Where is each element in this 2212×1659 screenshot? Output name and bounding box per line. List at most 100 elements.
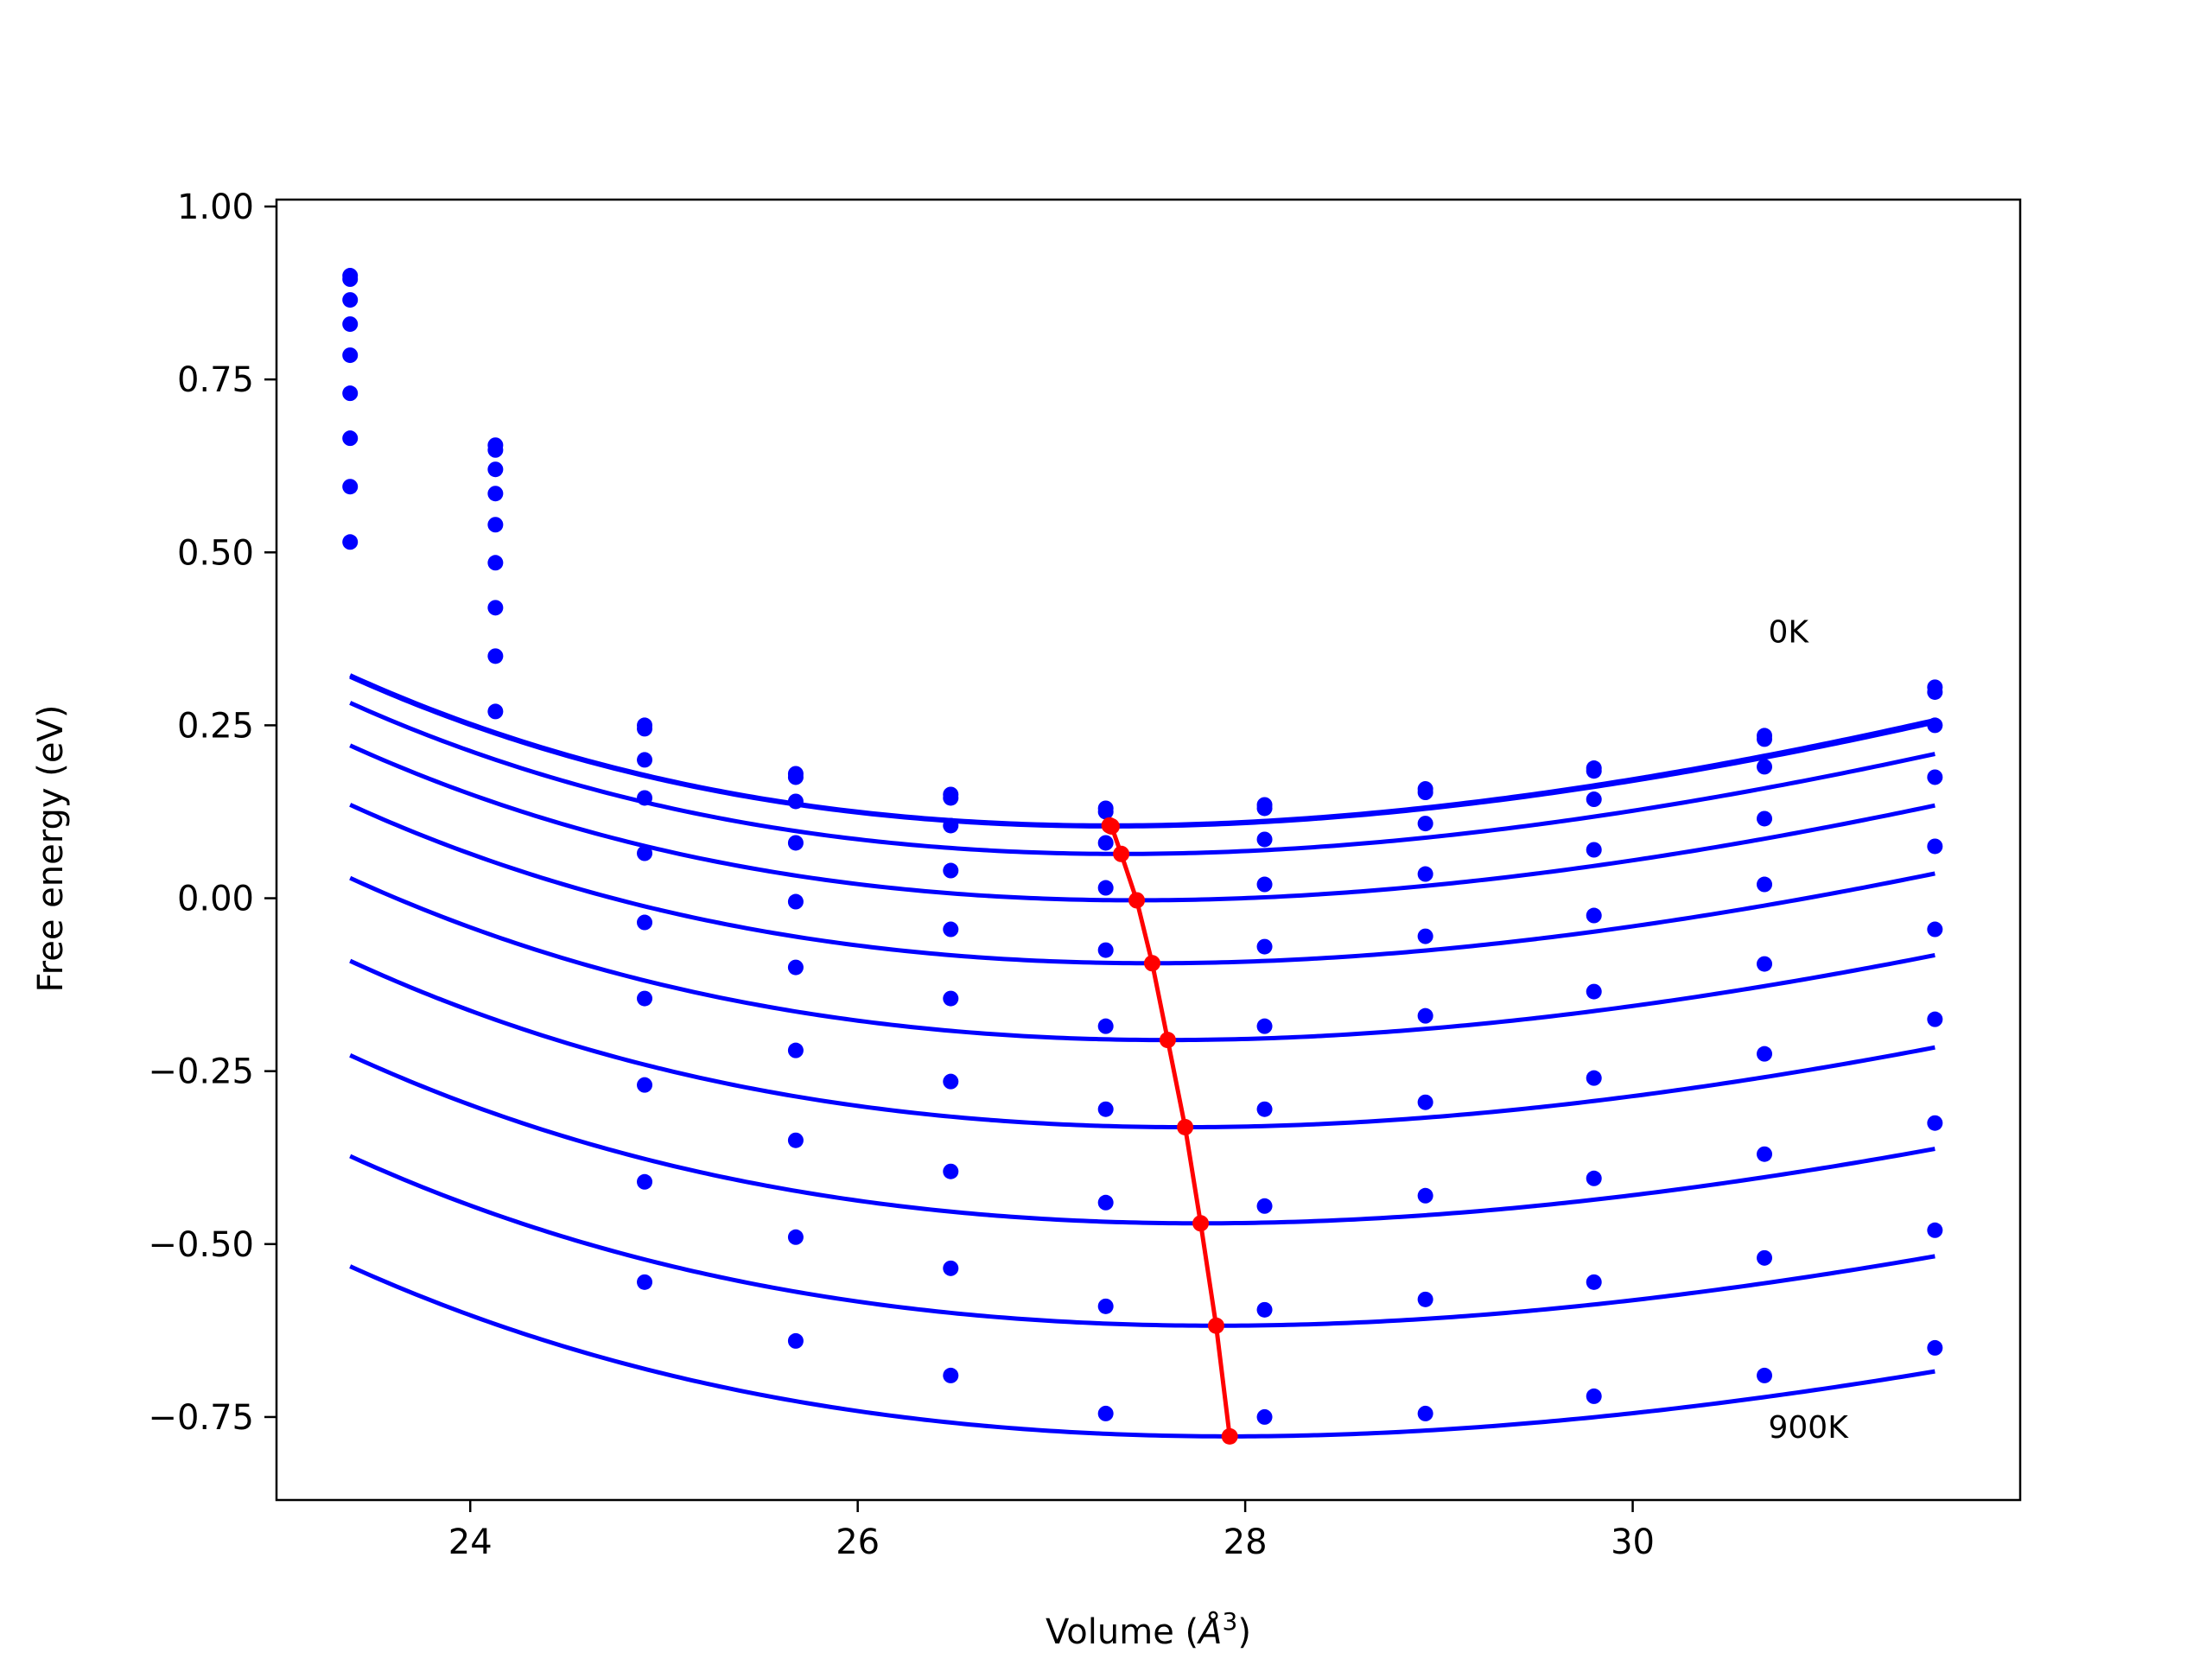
data-point: [787, 793, 804, 810]
data-point: [342, 430, 359, 447]
data-point: [1417, 785, 1433, 801]
data-point: [637, 845, 653, 861]
data-point: [1927, 717, 1943, 734]
data-point: [342, 347, 359, 364]
data-point: [1256, 938, 1273, 955]
data-point: [943, 921, 959, 938]
data-point: [943, 1163, 959, 1179]
data-point: [1927, 1115, 1943, 1131]
data-point: [787, 1229, 804, 1245]
y-axis-ticks: 1.00 0.75 0.50 0.25 0.00 −0.25 −0.50 −0.75: [148, 188, 276, 1438]
data-point: [1757, 731, 1773, 747]
data-point: [342, 292, 359, 308]
data-point: [1097, 1298, 1114, 1314]
data-point: [1417, 928, 1433, 944]
data-point: [1927, 1222, 1943, 1238]
x-tick-label: 26: [836, 1522, 880, 1562]
fit-curves: [349, 673, 1936, 1439]
data-point: [1757, 1249, 1773, 1266]
data-point: [943, 790, 959, 806]
data-point: [637, 990, 653, 1007]
data-point: [637, 1077, 653, 1093]
minimum-point: [1192, 1215, 1210, 1232]
fit-curve-8: [349, 1154, 1936, 1328]
data-point: [1256, 1101, 1273, 1117]
data-point: [1097, 835, 1114, 851]
y-tick-label: 0.50: [177, 533, 254, 573]
data-point: [1256, 800, 1273, 817]
y-tick-label: −0.25: [148, 1052, 254, 1092]
curve-label: 900K: [1769, 1410, 1850, 1446]
data-point: [1586, 1388, 1602, 1404]
y-tick-label: 0.75: [177, 360, 254, 400]
curve-label: 0K: [1769, 614, 1810, 650]
data-point: [1586, 842, 1602, 858]
minimum-point: [1103, 817, 1120, 835]
data-point: [943, 1073, 959, 1090]
data-point: [487, 461, 504, 478]
y-axis-label: Free energy (eV): [31, 705, 71, 993]
data-point: [1417, 866, 1433, 882]
data-point: [1586, 907, 1602, 924]
data-point: [487, 648, 504, 664]
data-point: [943, 817, 959, 834]
data-point: [1417, 1007, 1433, 1024]
data-point: [1757, 1146, 1773, 1162]
minimum-point: [1159, 1032, 1176, 1049]
data-point: [943, 1367, 959, 1383]
minimum-point: [1221, 1427, 1238, 1445]
data-point: [1097, 942, 1114, 958]
data-point: [1417, 1291, 1433, 1307]
data-point: [787, 1042, 804, 1058]
data-point: [1256, 1198, 1273, 1214]
data-point: [1586, 1070, 1602, 1086]
minimum-point: [1177, 1119, 1194, 1136]
data-point: [1757, 1046, 1773, 1062]
data-point: [1927, 921, 1943, 938]
data-point: [1927, 1339, 1943, 1356]
data-point: [1256, 1408, 1273, 1425]
data-point: [1256, 1301, 1273, 1318]
plot-frame: [275, 198, 2022, 1502]
data-point: [487, 517, 504, 533]
data-point: [1256, 831, 1273, 848]
data-point: [1586, 763, 1602, 779]
data-point: [1097, 1405, 1114, 1421]
data-point: [637, 1274, 653, 1290]
minimum-point: [1207, 1317, 1224, 1334]
data-point: [1927, 1011, 1943, 1027]
fit-curve-2: [349, 701, 1936, 856]
x-tick-label: 24: [448, 1522, 493, 1562]
data-point: [787, 1332, 804, 1349]
data-points: [342, 268, 1943, 1425]
minimum-point: [1143, 955, 1160, 972]
data-point: [1757, 810, 1773, 827]
data-point: [637, 752, 653, 768]
data-point: [342, 316, 359, 333]
x-tick-label: 28: [1224, 1522, 1268, 1562]
data-point: [943, 1260, 959, 1276]
data-point: [1097, 1101, 1114, 1117]
data-point: [342, 534, 359, 550]
fit-curve-6: [349, 958, 1936, 1130]
data-point: [637, 914, 653, 931]
data-point: [1097, 804, 1114, 820]
y-tick-label: 0.00: [177, 880, 254, 919]
y-tick-label: 0.25: [177, 706, 254, 746]
data-point: [487, 486, 504, 502]
minima-layer: [1101, 817, 1238, 1445]
minima-line: [1109, 823, 1232, 1437]
data-point: [1927, 838, 1943, 855]
data-point: [787, 835, 804, 851]
data-point: [1586, 983, 1602, 1000]
data-point: [487, 600, 504, 616]
data-point: [1097, 1018, 1114, 1034]
data-point: [1757, 759, 1773, 775]
data-point: [1757, 956, 1773, 972]
data-point: [1417, 1405, 1433, 1421]
data-point: [342, 479, 359, 495]
minimum-point: [1128, 892, 1146, 909]
x-tick-label: 30: [1611, 1522, 1655, 1562]
data-point: [1256, 876, 1273, 893]
